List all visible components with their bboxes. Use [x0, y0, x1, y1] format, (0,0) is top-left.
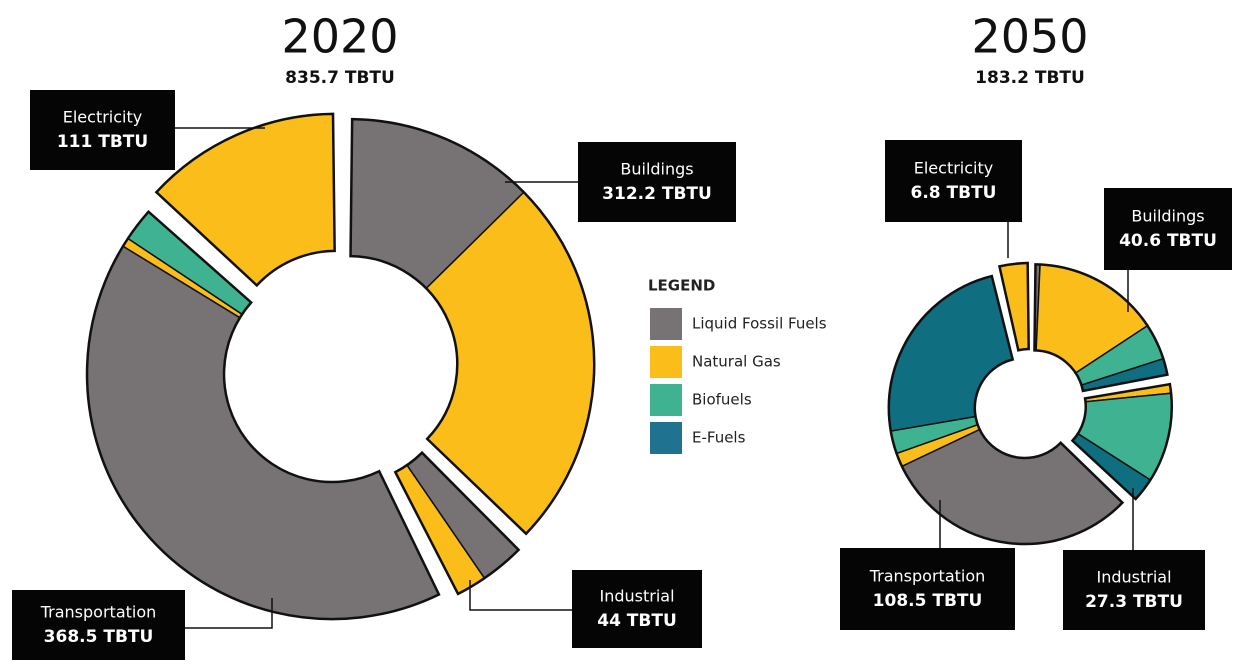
callout-box [30, 90, 175, 170]
sector-outline [85, 209, 441, 621]
callout-box [885, 140, 1022, 222]
sector-outline [887, 274, 1125, 546]
callout-value: 44 TBTU [597, 611, 677, 631]
callout-name: Electricity [914, 159, 993, 178]
callout-name: Electricity [63, 108, 142, 127]
callout-name: Buildings [1131, 207, 1204, 226]
legend-title: LEGEND [648, 277, 715, 295]
segment [888, 275, 1014, 432]
callout-name: Transportation [869, 567, 986, 586]
legend-swatch [650, 422, 682, 454]
legend-swatch [650, 384, 682, 416]
chart-subtitle: 183.2 TBTU [975, 68, 1085, 88]
segment [86, 245, 440, 620]
sector [349, 117, 596, 536]
callout-value: 6.8 TBTU [911, 183, 997, 203]
sector-outline [349, 117, 596, 536]
sector-outline [997, 261, 1030, 352]
sector-outline [1070, 382, 1173, 501]
sector [1070, 382, 1173, 501]
sector [85, 209, 441, 621]
legend-label: Biofuels [692, 391, 752, 409]
callout-box [578, 142, 736, 222]
chart-subtitle: 835.7 TBTU [285, 68, 395, 88]
sector [154, 112, 336, 288]
callout-value: 108.5 TBTU [873, 591, 983, 611]
sector [1033, 263, 1169, 393]
sector-outline [1033, 263, 1169, 393]
callout-value: 312.2 TBTU [602, 184, 712, 204]
callout-name: Industrial [1096, 568, 1171, 587]
callout-box [1063, 550, 1205, 630]
callout-box [572, 570, 702, 648]
legend-swatch [650, 308, 682, 340]
leader-line [185, 598, 273, 629]
leader-line [469, 580, 572, 611]
callout-value: 27.3 TBTU [1085, 592, 1183, 612]
callout-value: 111 TBTU [57, 132, 148, 152]
legend-label: Liquid Fossil Fuels [692, 315, 827, 333]
sector [887, 274, 1125, 546]
callout-value: 40.6 TBTU [1119, 231, 1217, 251]
callout-box [12, 590, 185, 660]
legend-label: E-Fuels [692, 429, 746, 447]
callout-box [1104, 188, 1232, 270]
sector-outline [393, 450, 521, 596]
sector [997, 261, 1030, 352]
callout-name: Industrial [599, 587, 674, 606]
callout-name: Buildings [620, 160, 693, 179]
chart-title: 2020 [281, 10, 398, 64]
legend-swatch [650, 346, 682, 378]
sector [393, 450, 521, 596]
legend-label: Natural Gas [692, 353, 781, 371]
callout-name: Transportation [40, 603, 157, 622]
callout-value: 368.5 TBTU [44, 627, 154, 647]
callout-box [840, 548, 1015, 630]
sector-outline [154, 112, 336, 288]
chart-title: 2050 [971, 10, 1088, 64]
